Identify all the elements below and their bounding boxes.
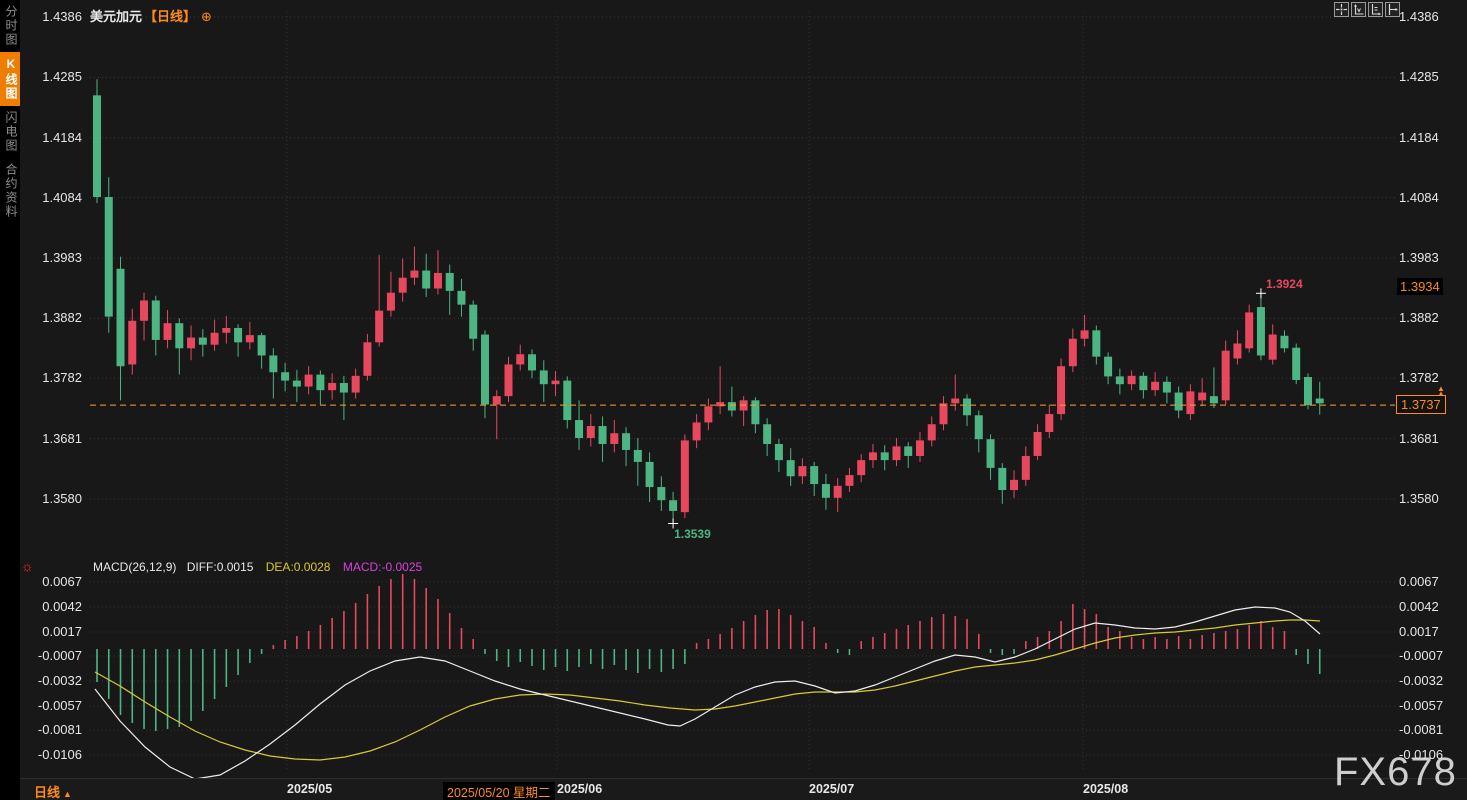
date-label: 2025/07 [809,782,855,796]
fx678-watermark: FX678 [1334,750,1457,794]
macd-axis-label: 0.0042 [42,599,82,614]
time-axis-bar: 日线 ▲ 2025/05 2025/05/20 星期二 2025/06 2025/07 2… [0,778,1467,800]
price-axis-label: 1.3782 [1399,370,1439,386]
macd-axis-label: -0.0106 [37,747,82,762]
price-up-arrows-icon: ▲ ▲ [1437,384,1445,399]
macd-axis-label: 0.0042 [1399,599,1439,614]
period-label: 日线 [34,785,61,800]
low-price-annotation: 1.3539 [674,526,711,541]
crosshair-icon[interactable] [1334,2,1349,17]
add-indicator-icon[interactable]: ⊕ [201,9,212,24]
price-axis-label: 1.3983 [42,250,82,265]
macd-axis-label: 0.0067 [1399,574,1439,589]
left-sidebar: 分时图 K线图 闪电图 合约资料 [0,0,20,800]
pan-right-icon[interactable] [1385,2,1400,17]
price-axis-label: 1.4184 [1399,129,1439,145]
price-axis-label: 1.3580 [1399,491,1439,506]
macd-axis-label: 0.0067 [42,574,82,589]
sidebar-item-contract-info[interactable]: 合约资料 [4,163,18,219]
macd-axis-label: -0.0057 [37,698,82,713]
price-axis-label: 1.3580 [42,491,82,506]
high-price-annotation: 1.3924 [1265,277,1303,292]
macd-axis-label: -0.0081 [37,722,82,737]
chart-toolbar [1334,2,1400,17]
y-axis-zoom-icon[interactable] [1368,2,1383,17]
date-label: 2025/08 [1083,782,1129,796]
price-axis-label: 1.3882 [1399,310,1439,326]
macd-diff-value: DIFF:0.0015 [186,560,254,574]
macd-dea-value: DEA:0.0028 [265,560,331,574]
sidebar-item-kline[interactable]: K线图 [0,52,20,106]
price-axis-label: 1.4285 [42,69,82,85]
price-axis-label: 1.3681 [1399,430,1439,446]
chevron-up-icon: ▲ [63,789,72,799]
macd-name: MACD(26,12,9) [93,560,177,574]
current-price-tag: 1.3737 [1396,395,1446,415]
macd-axis-label: 0.0017 [42,624,82,639]
price-axis-label: 1.4386 [1399,9,1439,24]
y-axis-auto-icon[interactable] [1351,2,1366,17]
axis-high-price-tag: 1.3934 [1397,278,1443,296]
period-tag: 【日线】 [144,9,197,24]
macd-axis-label: -0.0032 [37,673,82,688]
price-axis-label: 1.3782 [42,370,82,386]
macd-axis-label: -0.0032 [1399,673,1444,688]
chart-title: 美元加元 【日线】 ⊕ [90,6,212,25]
date-label: 2025/05 [287,782,333,796]
indicator-settings-icon[interactable]: ☼ [21,558,34,574]
symbol-name: 美元加元 [90,9,143,24]
macd-axis-label: -0.0007 [37,648,82,663]
price-axis-label: 1.4386 [42,9,82,24]
price-axis-label: 1.4084 [1399,189,1439,205]
price-axis-label: 1.3882 [42,310,82,326]
period-switch-button[interactable]: 日线 ▲ [34,782,72,800]
price-axis-label: 1.4285 [1399,69,1439,85]
sidebar-item-flash[interactable]: 闪电图 [4,111,18,153]
macd-axis-label: -0.0007 [1399,648,1444,663]
macd-hist-value: MACD:-0.0025 [342,560,423,574]
sidebar-item-timeline[interactable]: 分时图 [4,5,18,47]
macd-axis-label: -0.0057 [1399,698,1444,713]
price-axis-label: 1.3983 [1399,250,1439,265]
price-axis-label: 1.4084 [42,189,82,205]
macd-axis-label: -0.0081 [1399,722,1444,737]
macd-axis-label: 0.0017 [1399,624,1439,639]
price-axis-label: 1.4184 [42,129,82,145]
macd-header: MACD(26,12,9) DIFF:0.0015 DEA:0.0028 MAC… [93,560,422,574]
date-label: 2025/06 [557,782,603,796]
price-axis-label: 1.3681 [42,430,82,446]
date-label: 2025/05/20 星期二 [443,782,555,800]
macd-axis-label: -0.0106 [1399,747,1444,762]
